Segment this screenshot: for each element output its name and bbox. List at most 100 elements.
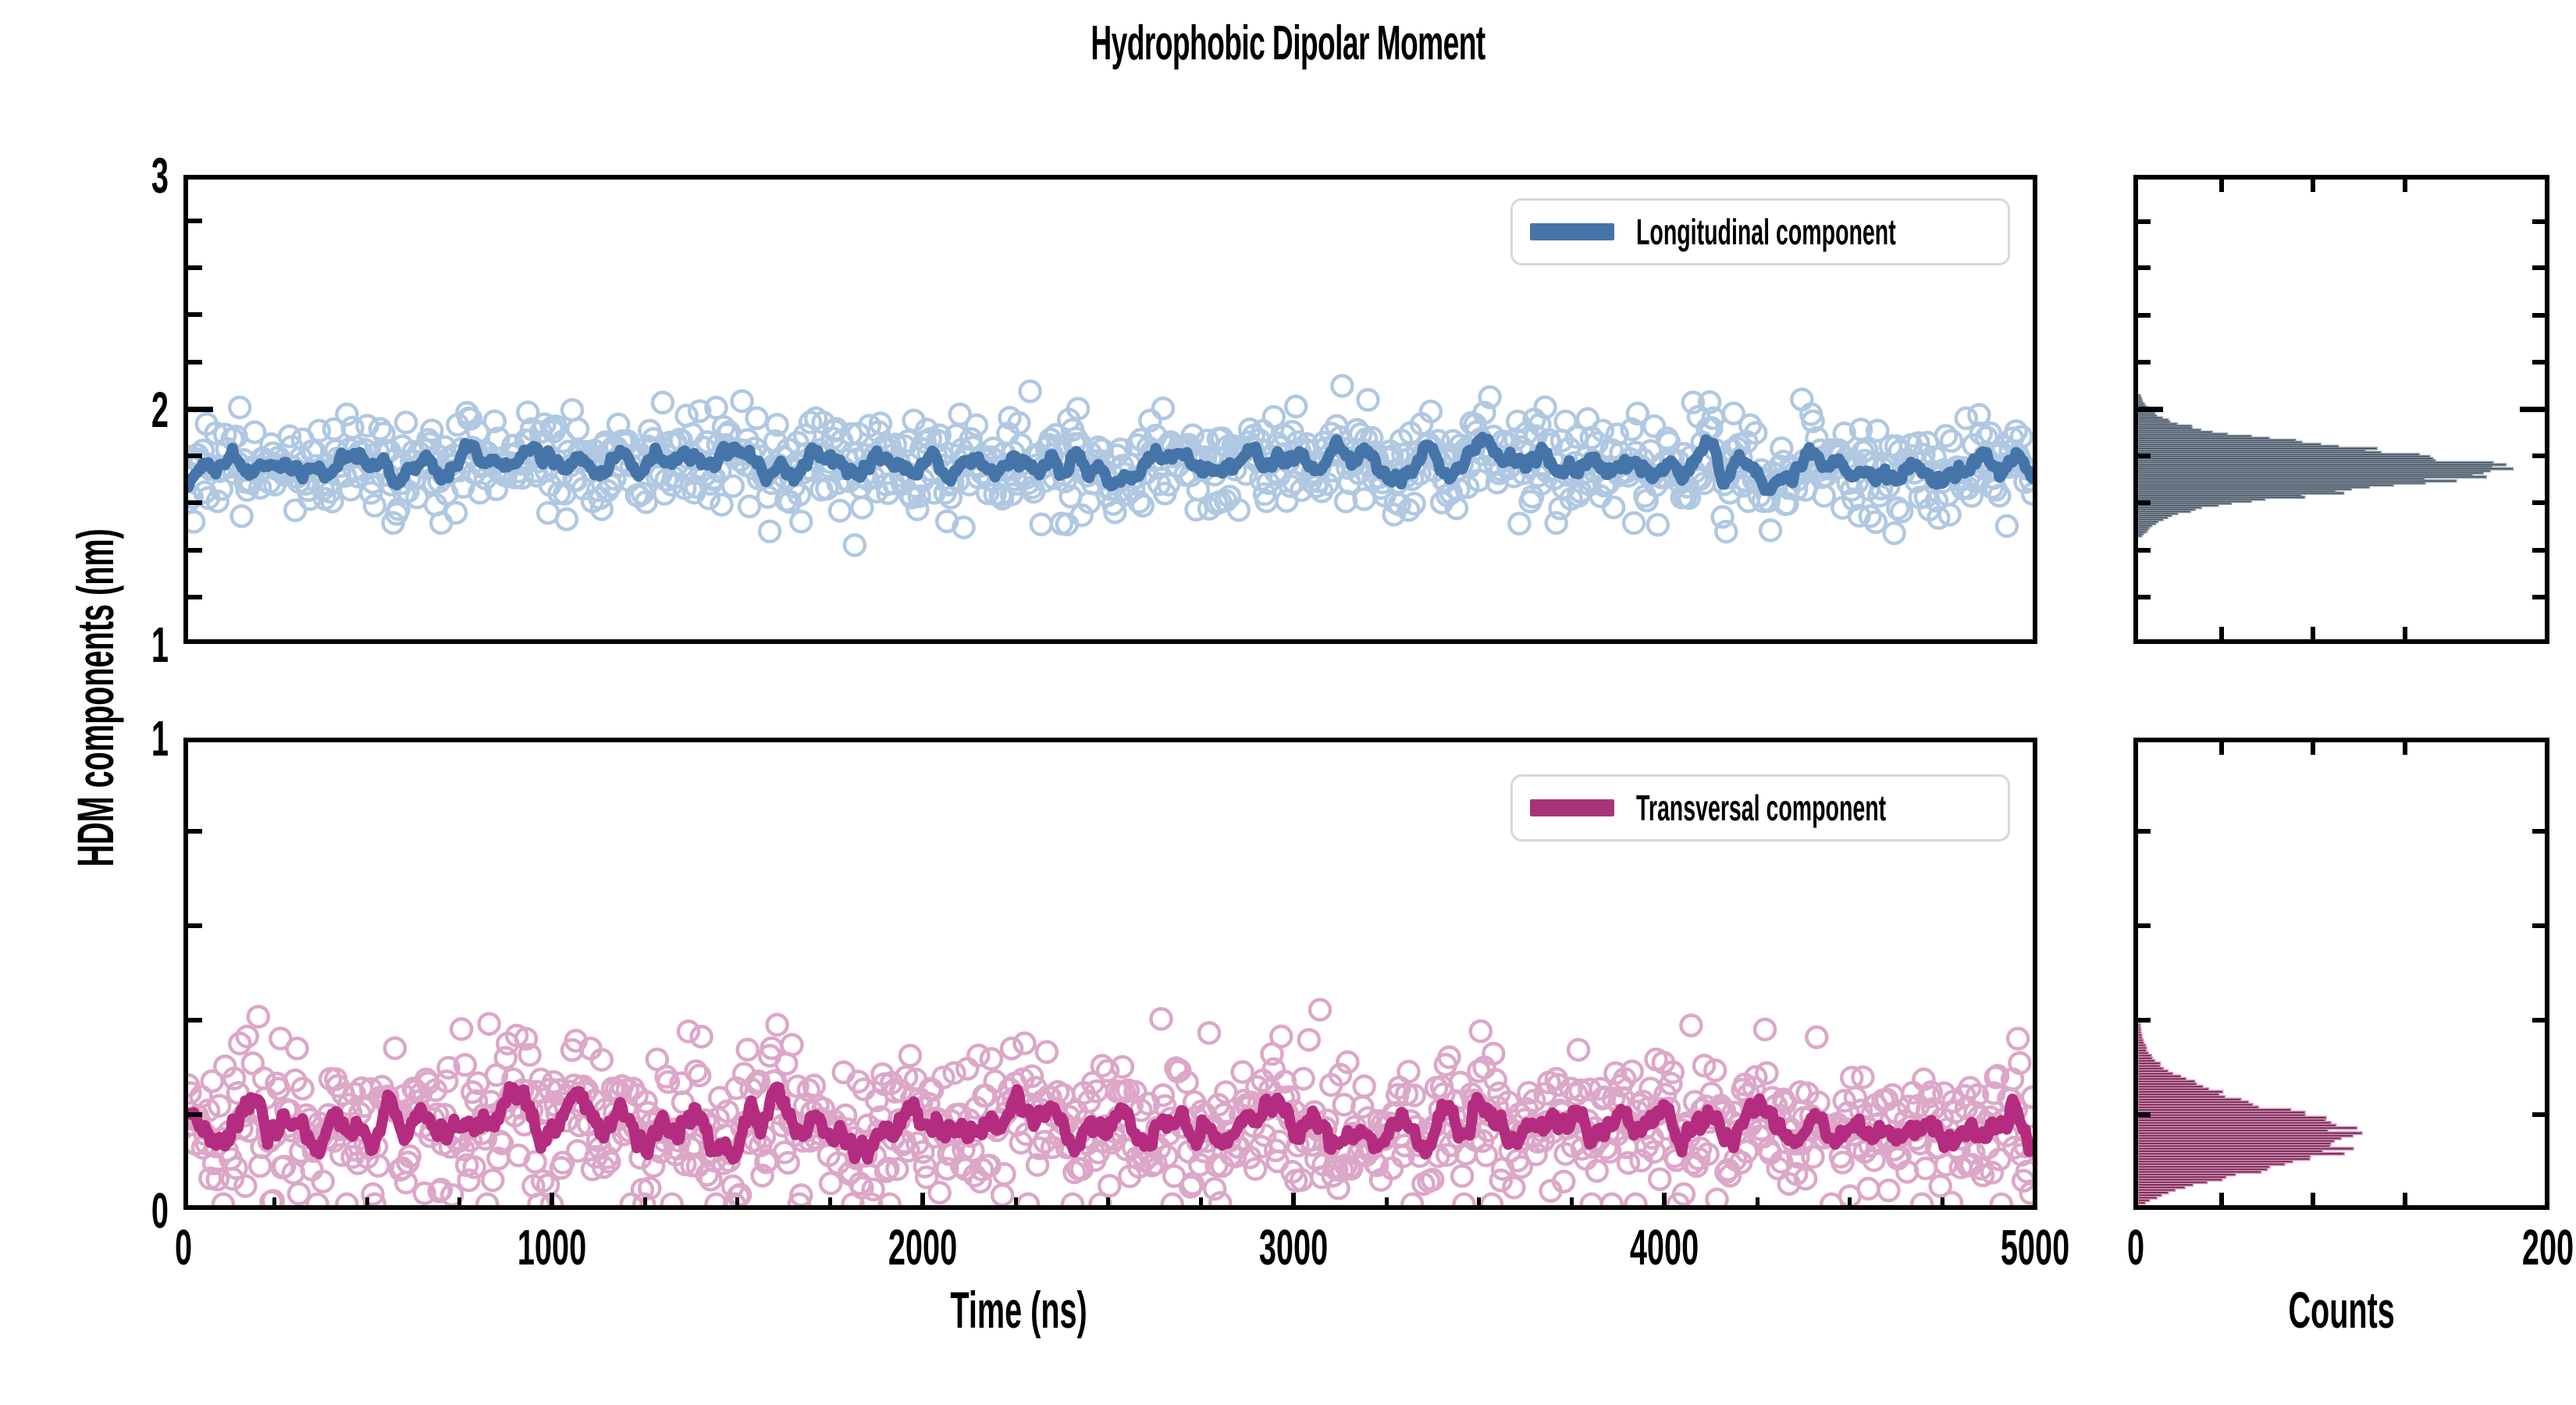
ytick-top-minor-5 — [183, 454, 202, 458]
counts-axis-title-text: Counts — [2288, 1281, 2395, 1339]
hist-top-ytick-left-7 — [2133, 500, 2151, 505]
hist-top-xtick-bot-3 — [2403, 627, 2407, 644]
plot-area-transversal — [188, 742, 2033, 1205]
legend-swatch-transversal — [1530, 799, 1614, 816]
hist-top-ytick-right-9 — [2532, 595, 2549, 599]
plot-area-hist-longitudinal — [2138, 180, 2545, 639]
ytick-bot-minor-2 — [183, 923, 202, 928]
figure-title: Hydrophobic Dipolar Moment — [1091, 16, 1485, 70]
ytick-top-minor-3 — [183, 265, 202, 270]
xtick-main-minor-13 — [1756, 1197, 1759, 1210]
hist-top-ytick-left-9 — [2133, 595, 2151, 599]
ytick-top-minor-8 — [183, 595, 202, 599]
hist-top-xtick-top-3 — [2403, 175, 2407, 192]
hist-bot-xtick-bot-3 — [2403, 1193, 2407, 1210]
ytick-label-bot-0: 0 — [151, 1183, 169, 1239]
panel-longitudinal-histogram — [2133, 175, 2549, 644]
legend-swatch-longitudinal — [1530, 223, 1614, 240]
hist-bot-ytick-left-2 — [2133, 923, 2151, 928]
hist-bot-ytick-right-3 — [2532, 1018, 2549, 1023]
xtick-label-2000: 2000 — [888, 1219, 958, 1275]
histogram-transversal — [2138, 1023, 2363, 1205]
scatter-plot-transversal — [188, 998, 2033, 1205]
ytick-top-minor-7 — [183, 548, 202, 553]
hist-bot-xtick-top-1 — [2219, 738, 2224, 755]
ytick-bot-minor-4 — [183, 1112, 202, 1117]
ytick-bot-minor-1 — [183, 829, 202, 834]
ytick-label-bot-1: 1 — [151, 710, 169, 767]
xtick-main-minor-11 — [1477, 1197, 1481, 1210]
xtick-main-minor-9 — [1199, 1197, 1203, 1210]
ytick-label-top-2: 2 — [151, 382, 169, 438]
ytick-bot-minor-3 — [183, 1018, 202, 1023]
xtick-main-minor-14 — [1848, 1197, 1852, 1210]
hist-bot-ytick-right-1 — [2532, 829, 2549, 834]
xtick-main-4000 — [1662, 1193, 1667, 1210]
scatter-plot-longitudinal — [188, 374, 2033, 557]
hist-top-xtick-top-2 — [2311, 175, 2315, 192]
hist-top-xtick-top-1 — [2219, 175, 2224, 192]
hist-top-ytick-left-3 — [2133, 313, 2151, 318]
counts-tick-label-0: 0 — [2126, 1219, 2145, 1275]
hist-top-ytick-left-4 — [2133, 360, 2151, 365]
y-axis-title-text: HDM components (nm) — [66, 528, 124, 867]
hist-bot-ytick-right-4 — [2532, 1112, 2549, 1117]
ytick-label-top-3: 3 — [151, 148, 169, 204]
legend-label-longitudinal: Longitudinal component — [1636, 212, 1896, 252]
plot-area-hist-transversal — [2138, 742, 2545, 1205]
xtick-main-minor-10 — [1385, 1197, 1389, 1210]
hist-top-ytick-right-6 — [2532, 454, 2549, 458]
xtick-main-2000 — [920, 1193, 925, 1210]
hist-top-ytick-left-6 — [2133, 454, 2151, 458]
xtick-label-1000: 1000 — [517, 1219, 587, 1275]
hist-bot-ytick-left-4 — [2133, 1112, 2151, 1117]
hist-bot-xtick-top-3 — [2403, 738, 2407, 755]
hist-top-ytick-right-3 — [2532, 313, 2549, 318]
xtick-main-minor-15 — [1941, 1197, 1944, 1210]
histogram-longitudinal — [2138, 393, 2514, 538]
ytick-top-minor-4 — [183, 219, 202, 223]
y-axis-title: HDM components (nm) — [66, 229, 125, 1166]
xtick-label-4000: 4000 — [1629, 1219, 1699, 1275]
hist-top-ytick-right-1 — [2532, 219, 2549, 224]
hist-top-xtick-bot-1 — [2219, 627, 2224, 644]
hist-top-ytick-right-8 — [2532, 548, 2549, 553]
x-axis-title-text: Time (ns) — [950, 1281, 1087, 1339]
counts-tick-label-200: 200 — [2521, 1219, 2574, 1275]
xtick-main-minor-4 — [643, 1197, 647, 1210]
xtick-main-minor-1 — [272, 1197, 276, 1210]
legend-longitudinal[interactable]: Longitudinal component — [1510, 198, 2010, 265]
ytick-top-minor-2 — [183, 312, 202, 317]
xtick-main-minor-8 — [1106, 1197, 1110, 1210]
hist-top-ytick-left-8 — [2133, 548, 2151, 553]
hist-top-ytick-left-2 — [2133, 265, 2151, 270]
xtick-main-minor-2 — [365, 1197, 369, 1210]
ytick-top-major-2 — [183, 407, 213, 412]
hist-top-ytick-right-4 — [2532, 360, 2549, 365]
panel-transversal-histogram — [2133, 738, 2549, 1210]
plot-area-longitudinal — [188, 180, 2033, 639]
xtick-label-3000: 3000 — [1258, 1219, 1329, 1275]
hist-bot-ytick-right-2 — [2532, 923, 2549, 928]
hist-top-ytick-right-2 — [2532, 265, 2549, 270]
hist-bot-ytick-left-3 — [2133, 1018, 2151, 1023]
counts-axis-title: Counts — [2133, 1280, 2549, 1339]
ytick-top-minor-6 — [183, 500, 202, 505]
hist-bot-xtick-top-2 — [2311, 738, 2315, 755]
xtick-main-minor-7 — [1014, 1197, 1018, 1210]
xtick-main-minor-12 — [1570, 1197, 1574, 1210]
xtick-main-minor-5 — [735, 1197, 739, 1210]
xtick-main-minor-6 — [828, 1197, 832, 1210]
hist-top-xtick-bot-2 — [2311, 627, 2315, 644]
legend-transversal[interactable]: Transversal component — [1510, 774, 2010, 841]
xtick-main-1000 — [550, 1193, 554, 1210]
xtick-label-5000: 5000 — [2000, 1219, 2070, 1275]
xtick-main-minor-3 — [457, 1197, 461, 1210]
hist-top-ytick-left-1 — [2133, 219, 2151, 224]
hist-top-ytick-right-7 — [2532, 500, 2549, 505]
hist-bot-xtick-bot-2 — [2311, 1193, 2315, 1210]
hist-top-ytick-right-5 — [2520, 407, 2549, 412]
x-axis-title: Time (ns) — [0, 1280, 2037, 1339]
xtick-main-3000 — [1291, 1193, 1296, 1210]
